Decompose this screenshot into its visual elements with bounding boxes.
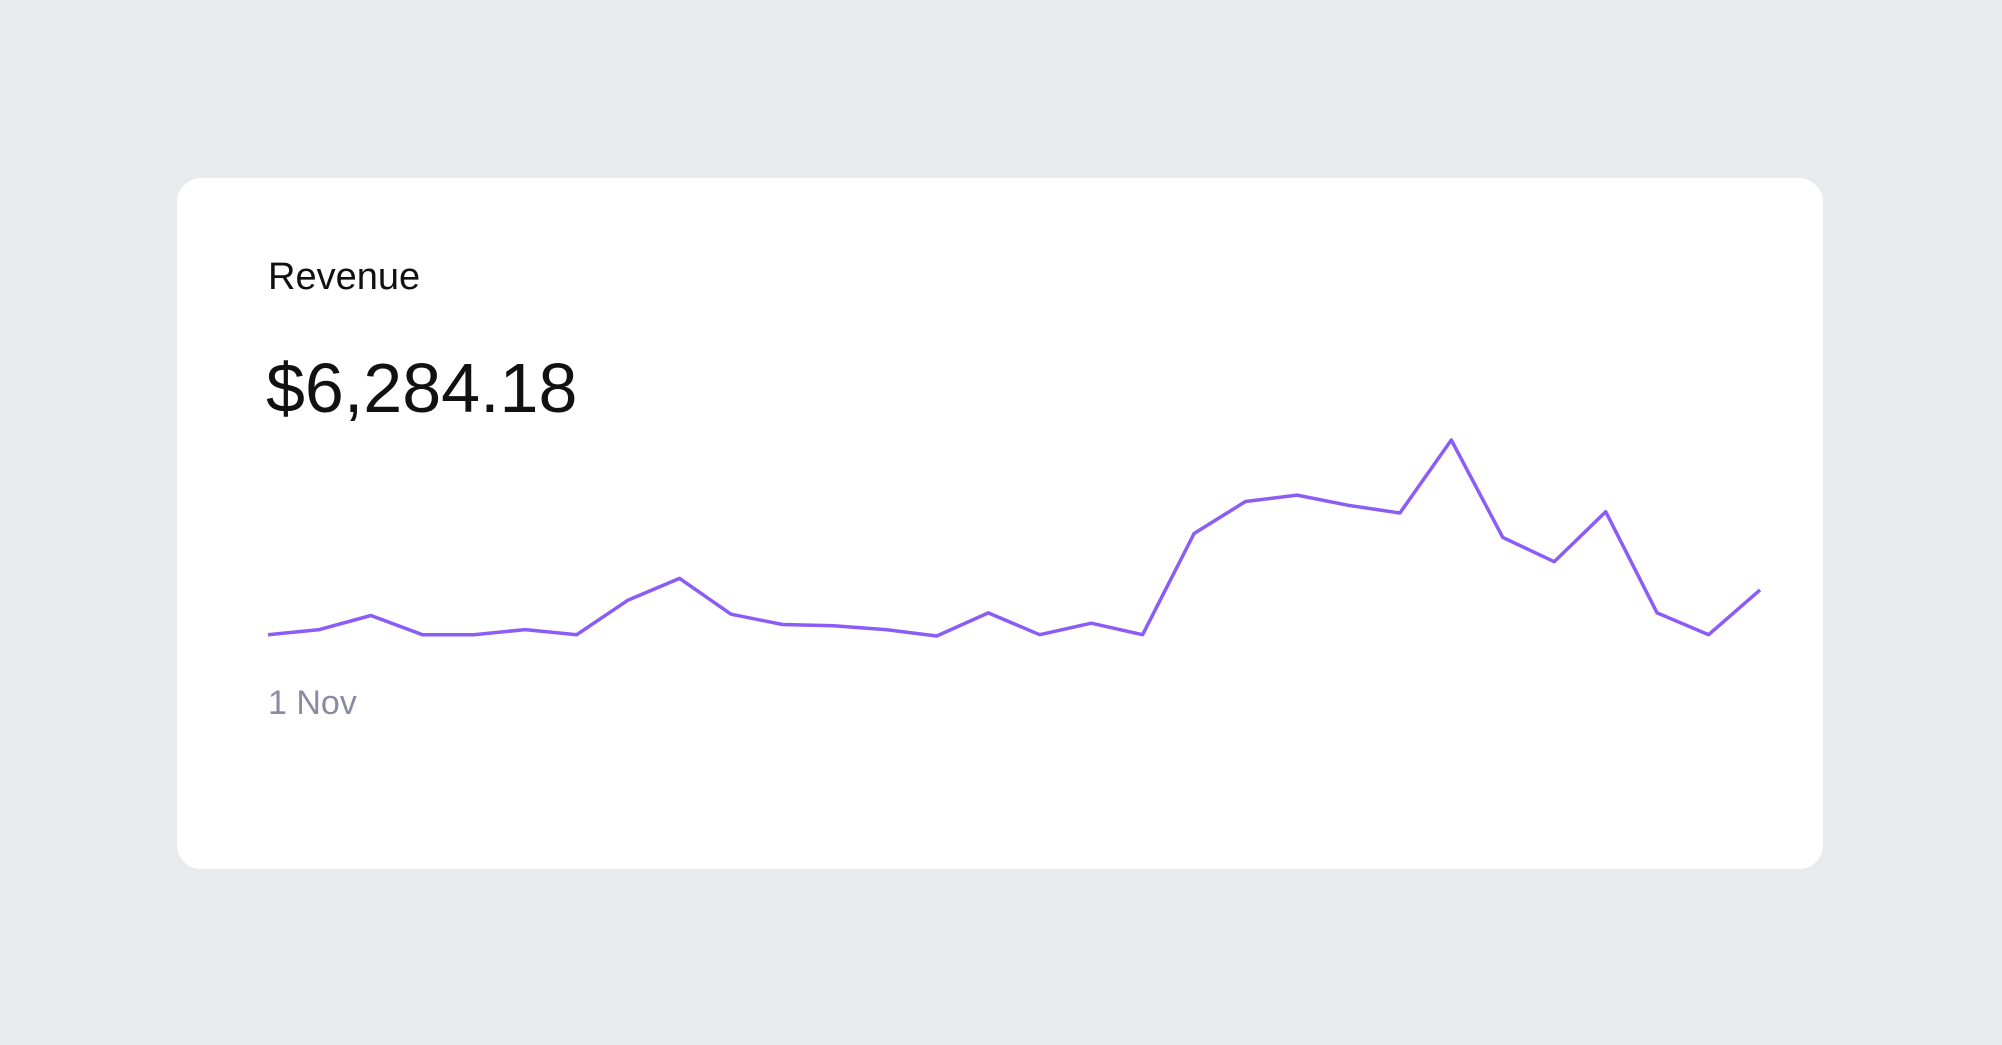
x-tick-label: 1 Nov [268,684,357,722]
revenue-card: Revenue $6,284.18 1 Nov [177,178,1823,869]
card-title: Revenue [268,256,421,298]
sparkline: 1 Nov [267,438,1762,722]
headline-value: $6,284.18 [266,349,578,427]
revenue-line [267,438,1762,638]
